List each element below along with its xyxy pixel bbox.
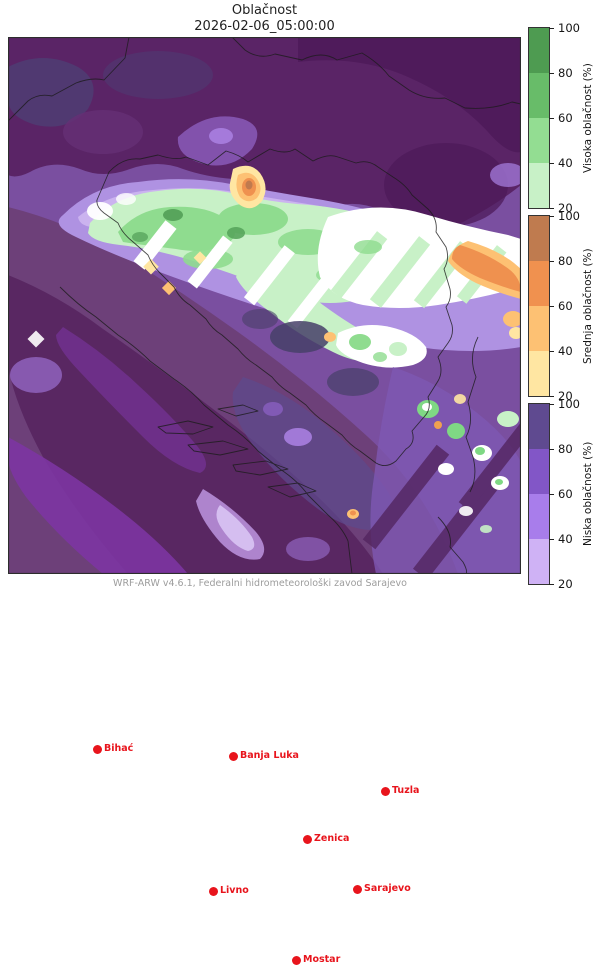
plot-title: Oblačnost <box>231 3 298 18</box>
plot-timestamp: 2026-02-06_05:00:00 <box>194 19 335 35</box>
colorbar-tick <box>549 207 554 209</box>
colorbar-segment <box>529 73 549 118</box>
attribution-footer: WRF-ARW v4.6.1, Federalni hidrometeorolo… <box>113 578 407 589</box>
colorbar-tick <box>549 215 554 217</box>
colorbar-tick-label: 20 <box>558 388 573 403</box>
colorbar-tick <box>549 117 554 119</box>
colorbar-tick <box>549 27 554 29</box>
city-label: Livno <box>220 885 249 896</box>
colorbar-segment <box>529 306 549 351</box>
colorbar-tick <box>549 350 554 352</box>
city-dot-icon <box>208 886 218 896</box>
colorbar-axis-label: Visoka oblačnost (%) <box>582 63 594 173</box>
colorbar-tick-label: 40 <box>558 155 573 170</box>
colorbar-tick-label: 60 <box>558 298 573 313</box>
colorbar-tick-label: 60 <box>558 110 573 125</box>
city-label: Zenica <box>314 833 350 844</box>
city-dot-icon <box>92 744 102 754</box>
city-label: Tuzla <box>392 785 420 796</box>
colorbar-tick <box>549 305 554 307</box>
colorbar-tick-label: 100 <box>558 208 580 223</box>
colorbar-segment <box>529 28 549 73</box>
colorbar-tick <box>549 493 554 495</box>
city-label: Banja Luka <box>240 750 299 761</box>
colorbar-tick-label: 80 <box>558 441 573 456</box>
colorbar-tick <box>549 448 554 450</box>
colorbar-tick <box>549 583 554 585</box>
colorbar-segment <box>529 216 549 261</box>
colorbar-tick-label: 60 <box>558 486 573 501</box>
city-dot-icon <box>228 751 238 761</box>
colorbar-segment <box>529 449 549 494</box>
city-dot-icon <box>291 955 301 965</box>
colorbar-tick-label: 40 <box>558 531 573 546</box>
city-label: Mostar <box>303 954 341 965</box>
map-frame <box>8 37 521 574</box>
city-label: Bihać <box>104 743 134 754</box>
colorbar-segment <box>529 494 549 539</box>
plot-title-block: Oblačnost 2026-02-06_05:00:00 <box>8 3 521 36</box>
colorbar-tick <box>549 72 554 74</box>
colorbar-tick <box>549 395 554 397</box>
colorbar-mid-clouds: 100 80 60 40 20 Srednja oblačnost (%) <box>528 209 594 403</box>
weather-map: Bihać Banja Luka Tuzla Zenica Livno Sarajevo M… <box>8 37 521 965</box>
colorbar-tick-label: 20 <box>558 200 573 215</box>
colorbar-tick-label: 100 <box>558 396 580 411</box>
city-dot-icon <box>302 834 312 844</box>
colorbar-tick <box>549 403 554 405</box>
country-borders <box>8 37 521 574</box>
colorbar-tick-label: 80 <box>558 253 573 268</box>
colorbar-segment <box>529 163 549 208</box>
colorbar-axis-label: Niska oblačnost (%) <box>582 441 594 547</box>
colorbar-segment <box>529 261 549 306</box>
colorbar-segment <box>529 404 549 449</box>
colorbar-tick <box>549 260 554 262</box>
colorbar-high-clouds: 100 80 60 40 20 Visoka oblačnost (%) <box>528 21 594 215</box>
colorbar-segment <box>529 118 549 163</box>
colorbar-segment <box>529 351 549 396</box>
colorbar-tick-label: 100 <box>558 20 580 35</box>
colorbar-axis-label: Srednja oblačnost (%) <box>582 248 594 364</box>
city-dot-icon <box>352 884 362 894</box>
colorbar-tick <box>549 538 554 540</box>
city-dot-icon <box>380 786 390 796</box>
colorbar-tick <box>549 162 554 164</box>
colorbar-tick-label: 20 <box>558 576 573 591</box>
colorbar-segment <box>529 539 549 584</box>
colorbar-tick-label: 40 <box>558 343 573 358</box>
colorbar-low-clouds: 100 80 60 40 20 Niska oblačnost (%) <box>528 397 594 591</box>
colorbar-tick-label: 80 <box>558 65 573 80</box>
city-label: Sarajevo <box>364 883 411 894</box>
cloud-cover-contour-map <box>8 37 521 574</box>
